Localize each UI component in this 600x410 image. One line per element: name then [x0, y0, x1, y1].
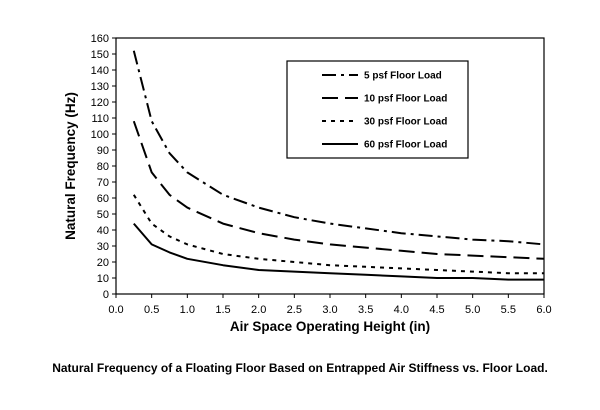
x-tick-label: 0.5	[144, 304, 159, 316]
y-axis-title: Natural Frequency (Hz)	[63, 92, 78, 240]
x-axis-title: Air Space Operating Height (in)	[230, 319, 430, 334]
x-tick-label: 2.0	[251, 304, 266, 316]
y-tick-label: 150	[91, 49, 109, 61]
legend-label: 60 psf Floor Load	[364, 140, 447, 151]
legend-box	[286, 60, 469, 159]
y-axis: 0 10 20 30 40 50 60 70 80 90 100 110 120 130 140 150 160	[91, 33, 116, 301]
x-tick-label: 5.5	[501, 304, 516, 316]
x-tick-label: 4.5	[429, 304, 444, 316]
x-tick-label: 1.0	[180, 304, 195, 316]
series-line-10-psf-floor-load	[132, 120, 545, 260]
y-tick-label: 140	[91, 65, 109, 77]
x-tick-label: 4.0	[394, 304, 409, 316]
x-tick-label: 5.0	[465, 304, 480, 316]
y-tick-label: 120	[91, 97, 109, 109]
series-line-30-psf-floor-load	[132, 194, 544, 275]
y-tick-label: 130	[91, 81, 109, 93]
y-tick-label: 110	[91, 113, 109, 125]
x-tick-label: 3.5	[358, 304, 373, 316]
y-tick-label: 100	[91, 129, 109, 141]
series-line-60-psf-floor-load	[133, 222, 544, 281]
series-layer	[132, 50, 545, 281]
y-tick-label: 20	[97, 257, 109, 269]
legend-label: 5 psf Floor Load	[364, 71, 442, 82]
series-line-5-psf-floor-load	[132, 50, 545, 246]
x-tick-label: 1.5	[215, 304, 230, 316]
x-tick-label: 3.0	[322, 304, 337, 316]
y-tick-label: 50	[97, 209, 109, 221]
x-tick-label: 0.0	[108, 304, 123, 316]
y-tick-label: 40	[97, 225, 109, 237]
y-tick-label: 80	[97, 161, 109, 173]
x-axis: 0.0 0.5 1.0 1.5 2.0 2.5 3.0 3.5 4.0 4.5 5.0 5.5 6.0	[108, 294, 552, 316]
y-tick-label: 0	[103, 289, 109, 301]
chart-caption: Natural Frequency of a Floating Floor Ba…	[52, 361, 548, 375]
y-tick-label: 10	[97, 273, 109, 285]
legend: 5 psf Floor Load 10 psf Floor Load 30 psf …	[286, 60, 469, 159]
y-tick-label: 90	[97, 145, 109, 157]
legend-label: 30 psf Floor Load	[364, 117, 447, 128]
legend-label: 10 psf Floor Load	[364, 94, 447, 105]
y-tick-label: 70	[97, 177, 109, 189]
y-tick-label: 60	[97, 193, 109, 205]
y-tick-label: 160	[91, 33, 109, 45]
x-tick-label: 2.5	[287, 304, 302, 316]
x-tick-label: 6.0	[536, 304, 551, 316]
y-tick-label: 30	[97, 241, 109, 253]
